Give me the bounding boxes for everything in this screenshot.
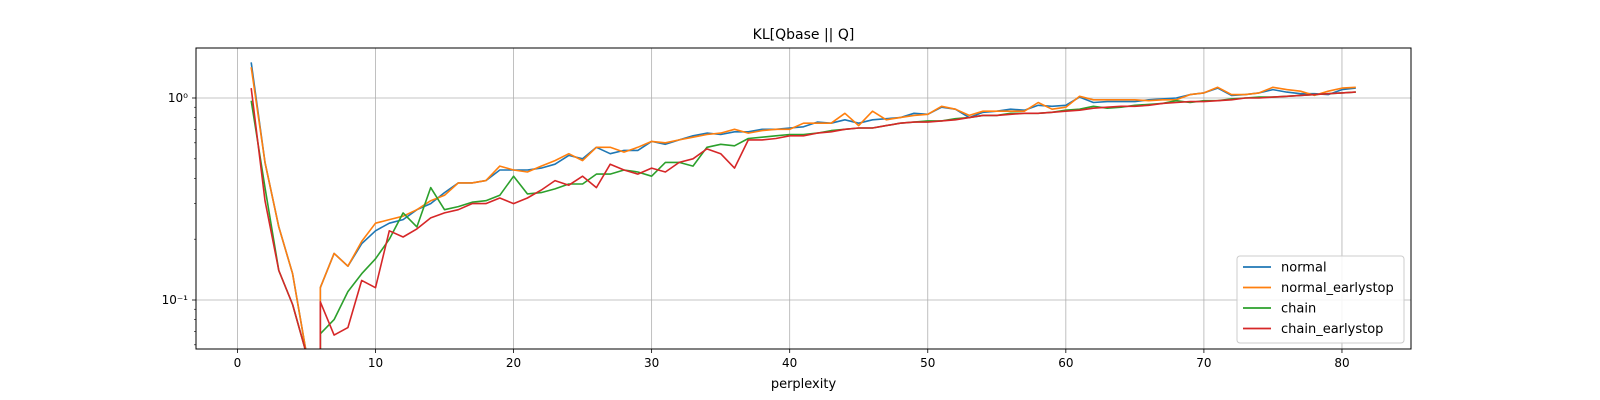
x-tick-label: 30 [644, 356, 659, 370]
x-axis-label: perplexity [771, 377, 837, 392]
series-lines [250, 62, 1356, 349]
legend-label: chain [1281, 302, 1316, 317]
x-tick-label: 10 [368, 356, 383, 370]
x-tick-label: 60 [1058, 356, 1073, 370]
series-line-normal [250, 62, 1356, 349]
series-line-normal_earlystop [250, 67, 1356, 349]
x-tick-label: 0 [234, 356, 242, 370]
y-tick-label: 10⁻¹ [162, 293, 189, 307]
series-line-chain [250, 91, 1356, 349]
x-tick-label: 70 [1196, 356, 1211, 370]
x-tick-label: 40 [782, 356, 797, 370]
plot-frame [195, 47, 1412, 350]
axis-ticks: 0 10 20 30 40 50 60 70 80 10⁻¹ 10⁰ [162, 91, 1350, 370]
legend-label: normal [1281, 261, 1327, 276]
legend-label: chain_earlystop [1281, 322, 1383, 337]
y-tick-label: 10⁰ [168, 91, 188, 105]
x-tick-label: 50 [920, 356, 935, 370]
series-line-chain_earlystop [250, 88, 1356, 349]
x-tick-label: 80 [1334, 356, 1349, 370]
legend-box [1236, 255, 1405, 344]
grid [196, 48, 1411, 349]
x-tick-label: 20 [506, 356, 521, 370]
chart-title: KL[Qbase || Q] [753, 27, 855, 43]
legend-label: normal_earlystop [1281, 281, 1394, 296]
